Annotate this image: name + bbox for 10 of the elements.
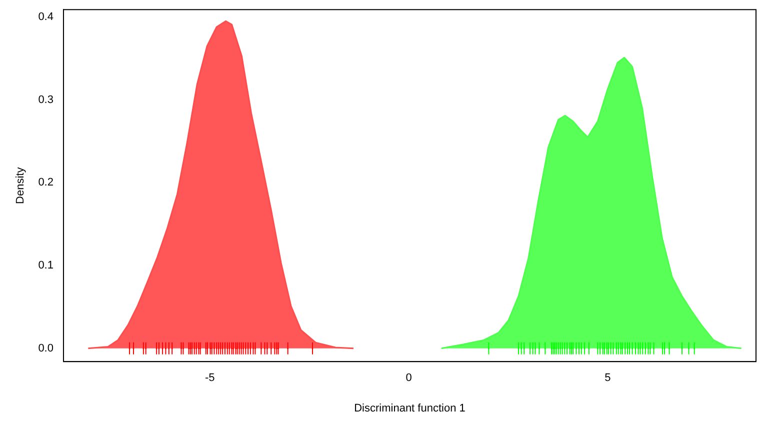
y-tick-label: 0.4 xyxy=(38,11,54,24)
x-tick-label: -5 xyxy=(204,372,215,384)
x-axis-title: Discriminant function 1 xyxy=(354,402,466,414)
y-axis-title: Density xyxy=(14,166,27,204)
y-tick-label: 0.3 xyxy=(38,94,54,106)
y-tick-label: 0.2 xyxy=(38,176,54,189)
x-tick-label: 0 xyxy=(406,372,412,384)
y-tick-label: 0.1 xyxy=(38,260,54,272)
x-tick-label: 5 xyxy=(604,372,611,384)
y-tick-label: 0.0 xyxy=(38,342,54,354)
